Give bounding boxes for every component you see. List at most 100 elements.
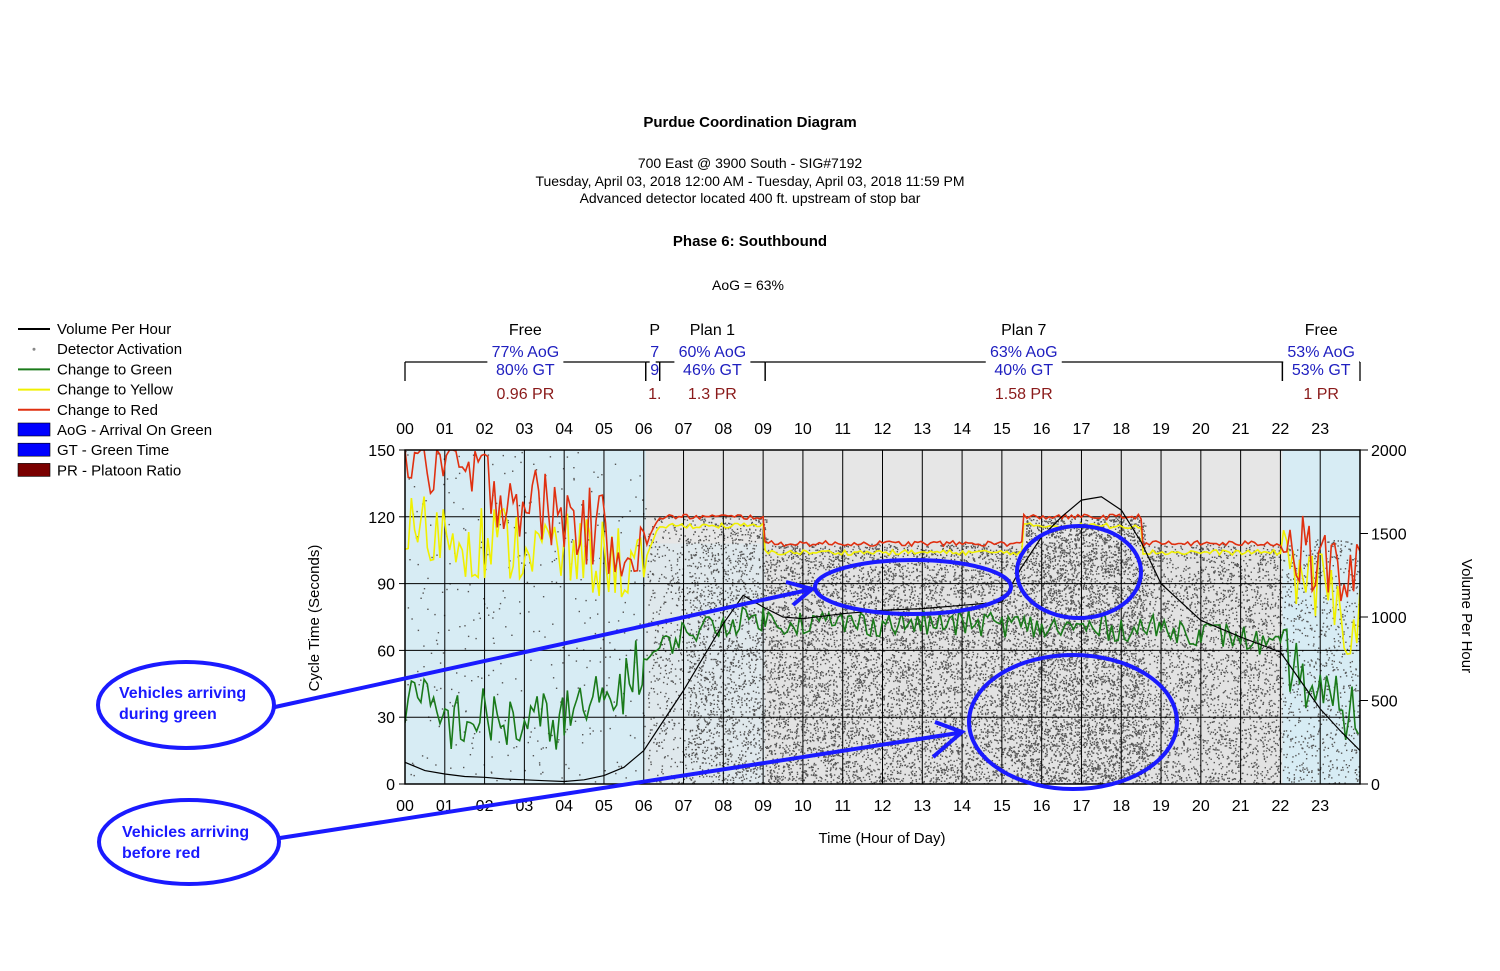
detector-activation-dot [657, 775, 658, 776]
detector-activation-dot [661, 771, 662, 772]
detector-activation-dot [813, 696, 814, 697]
detector-activation-dot [848, 581, 849, 582]
detector-activation-dot [784, 738, 785, 739]
detector-activation-dot [804, 726, 805, 727]
detector-activation-dot [823, 605, 824, 606]
detector-activation-dot [829, 661, 830, 662]
detector-activation-dot [666, 658, 667, 659]
detector-activation-dot [728, 574, 729, 575]
detector-activation-dot [725, 573, 726, 574]
detector-activation-dot [822, 618, 823, 619]
detector-activation-dot [795, 744, 796, 745]
detector-activation-dot [728, 623, 729, 624]
detector-activation-dot [817, 723, 818, 724]
detector-activation-dot [727, 592, 728, 593]
detector-activation-dot [675, 534, 676, 535]
detector-activation-dot [790, 567, 791, 568]
legend-label: GT - Green Time [57, 442, 169, 459]
detector-activation-dot [733, 641, 734, 642]
detector-activation-dot [820, 683, 821, 684]
detector-activation-dot [715, 620, 716, 621]
detector-activation-dot [760, 768, 761, 769]
detector-activation-dot [708, 555, 709, 556]
detector-activation-dot [708, 679, 709, 680]
detector-activation-dot [784, 605, 785, 606]
detector-activation-dot [492, 617, 493, 618]
detector-activation-dot [799, 609, 800, 610]
detector-activation-dot [847, 678, 848, 679]
detector-activation-dot [708, 692, 709, 693]
detector-activation-dot [701, 609, 702, 610]
detector-activation-dot [739, 665, 740, 666]
detector-activation-dot [668, 518, 669, 519]
detector-activation-dot [757, 536, 758, 537]
detector-activation-dot [718, 553, 719, 554]
detector-activation-dot [690, 600, 691, 601]
detector-activation-dot [812, 631, 813, 632]
detector-activation-dot [706, 698, 707, 699]
detector-activation-dot [850, 601, 851, 602]
detector-activation-dot [696, 711, 697, 712]
detector-activation-dot [794, 561, 795, 562]
detector-activation-dot [812, 660, 813, 661]
detector-activation-dot [767, 539, 768, 540]
detector-activation-dot [793, 778, 794, 779]
detector-activation-dot [740, 589, 741, 590]
detector-activation-dot [846, 674, 847, 675]
detector-activation-dot [806, 560, 807, 561]
detector-activation-dot [471, 743, 472, 744]
detector-activation-dot [779, 712, 780, 713]
detector-activation-dot [716, 757, 717, 758]
detector-activation-dot [807, 774, 808, 775]
detector-activation-dot [733, 711, 734, 712]
detector-activation-dot [449, 563, 450, 564]
detector-activation-dot [818, 694, 819, 695]
detector-activation-dot [758, 653, 759, 654]
detector-activation-dot [819, 555, 820, 556]
detector-activation-dot [543, 596, 544, 597]
detector-activation-dot [850, 694, 851, 695]
detector-activation-dot [834, 546, 835, 547]
detector-activation-dot [736, 538, 737, 539]
detector-activation-dot [585, 600, 586, 601]
detector-activation-dot [761, 537, 762, 538]
detector-activation-dot [739, 678, 740, 679]
detector-activation-dot [741, 702, 742, 703]
detector-activation-dot [712, 556, 713, 557]
detector-activation-dot [812, 547, 813, 548]
chart-aog-total: AoG = 63% [712, 277, 784, 293]
detector-activation-dot [853, 585, 854, 586]
detector-activation-dot [648, 576, 649, 577]
detector-activation-dot [819, 685, 820, 686]
detector-activation-dot [568, 768, 569, 769]
detector-activation-dot [685, 697, 686, 698]
detector-activation-dot [648, 758, 649, 759]
detector-activation-dot [658, 679, 659, 680]
detector-activation-dot [772, 672, 773, 673]
detector-activation-dot [729, 666, 730, 667]
detector-activation-dot [816, 775, 817, 776]
detector-activation-dot [771, 587, 772, 588]
detector-activation-dot [798, 666, 799, 667]
detector-activation-dot [796, 563, 797, 564]
detector-activation-dot [844, 595, 845, 596]
detector-activation-dot [779, 648, 780, 649]
detector-activation-dot [668, 677, 669, 678]
detector-activation-dot [740, 579, 741, 580]
detector-activation-dot [771, 751, 772, 752]
detector-activation-dot [839, 565, 840, 566]
detector-activation-dot [774, 737, 775, 738]
detector-activation-dot [831, 744, 832, 745]
detector-activation-dot [698, 562, 699, 563]
detector-activation-dot [742, 599, 743, 600]
detector-activation-dot [839, 660, 840, 661]
detector-activation-dot [837, 595, 838, 596]
detector-activation-dot [669, 538, 670, 539]
detector-activation-dot [837, 578, 838, 579]
detector-activation-dot [778, 610, 779, 611]
detector-activation-dot [844, 709, 845, 710]
detector-activation-dot [826, 586, 827, 587]
detector-activation-dot [761, 633, 762, 634]
detector-activation-dot [790, 644, 791, 645]
detector-activation-dot [831, 578, 832, 579]
